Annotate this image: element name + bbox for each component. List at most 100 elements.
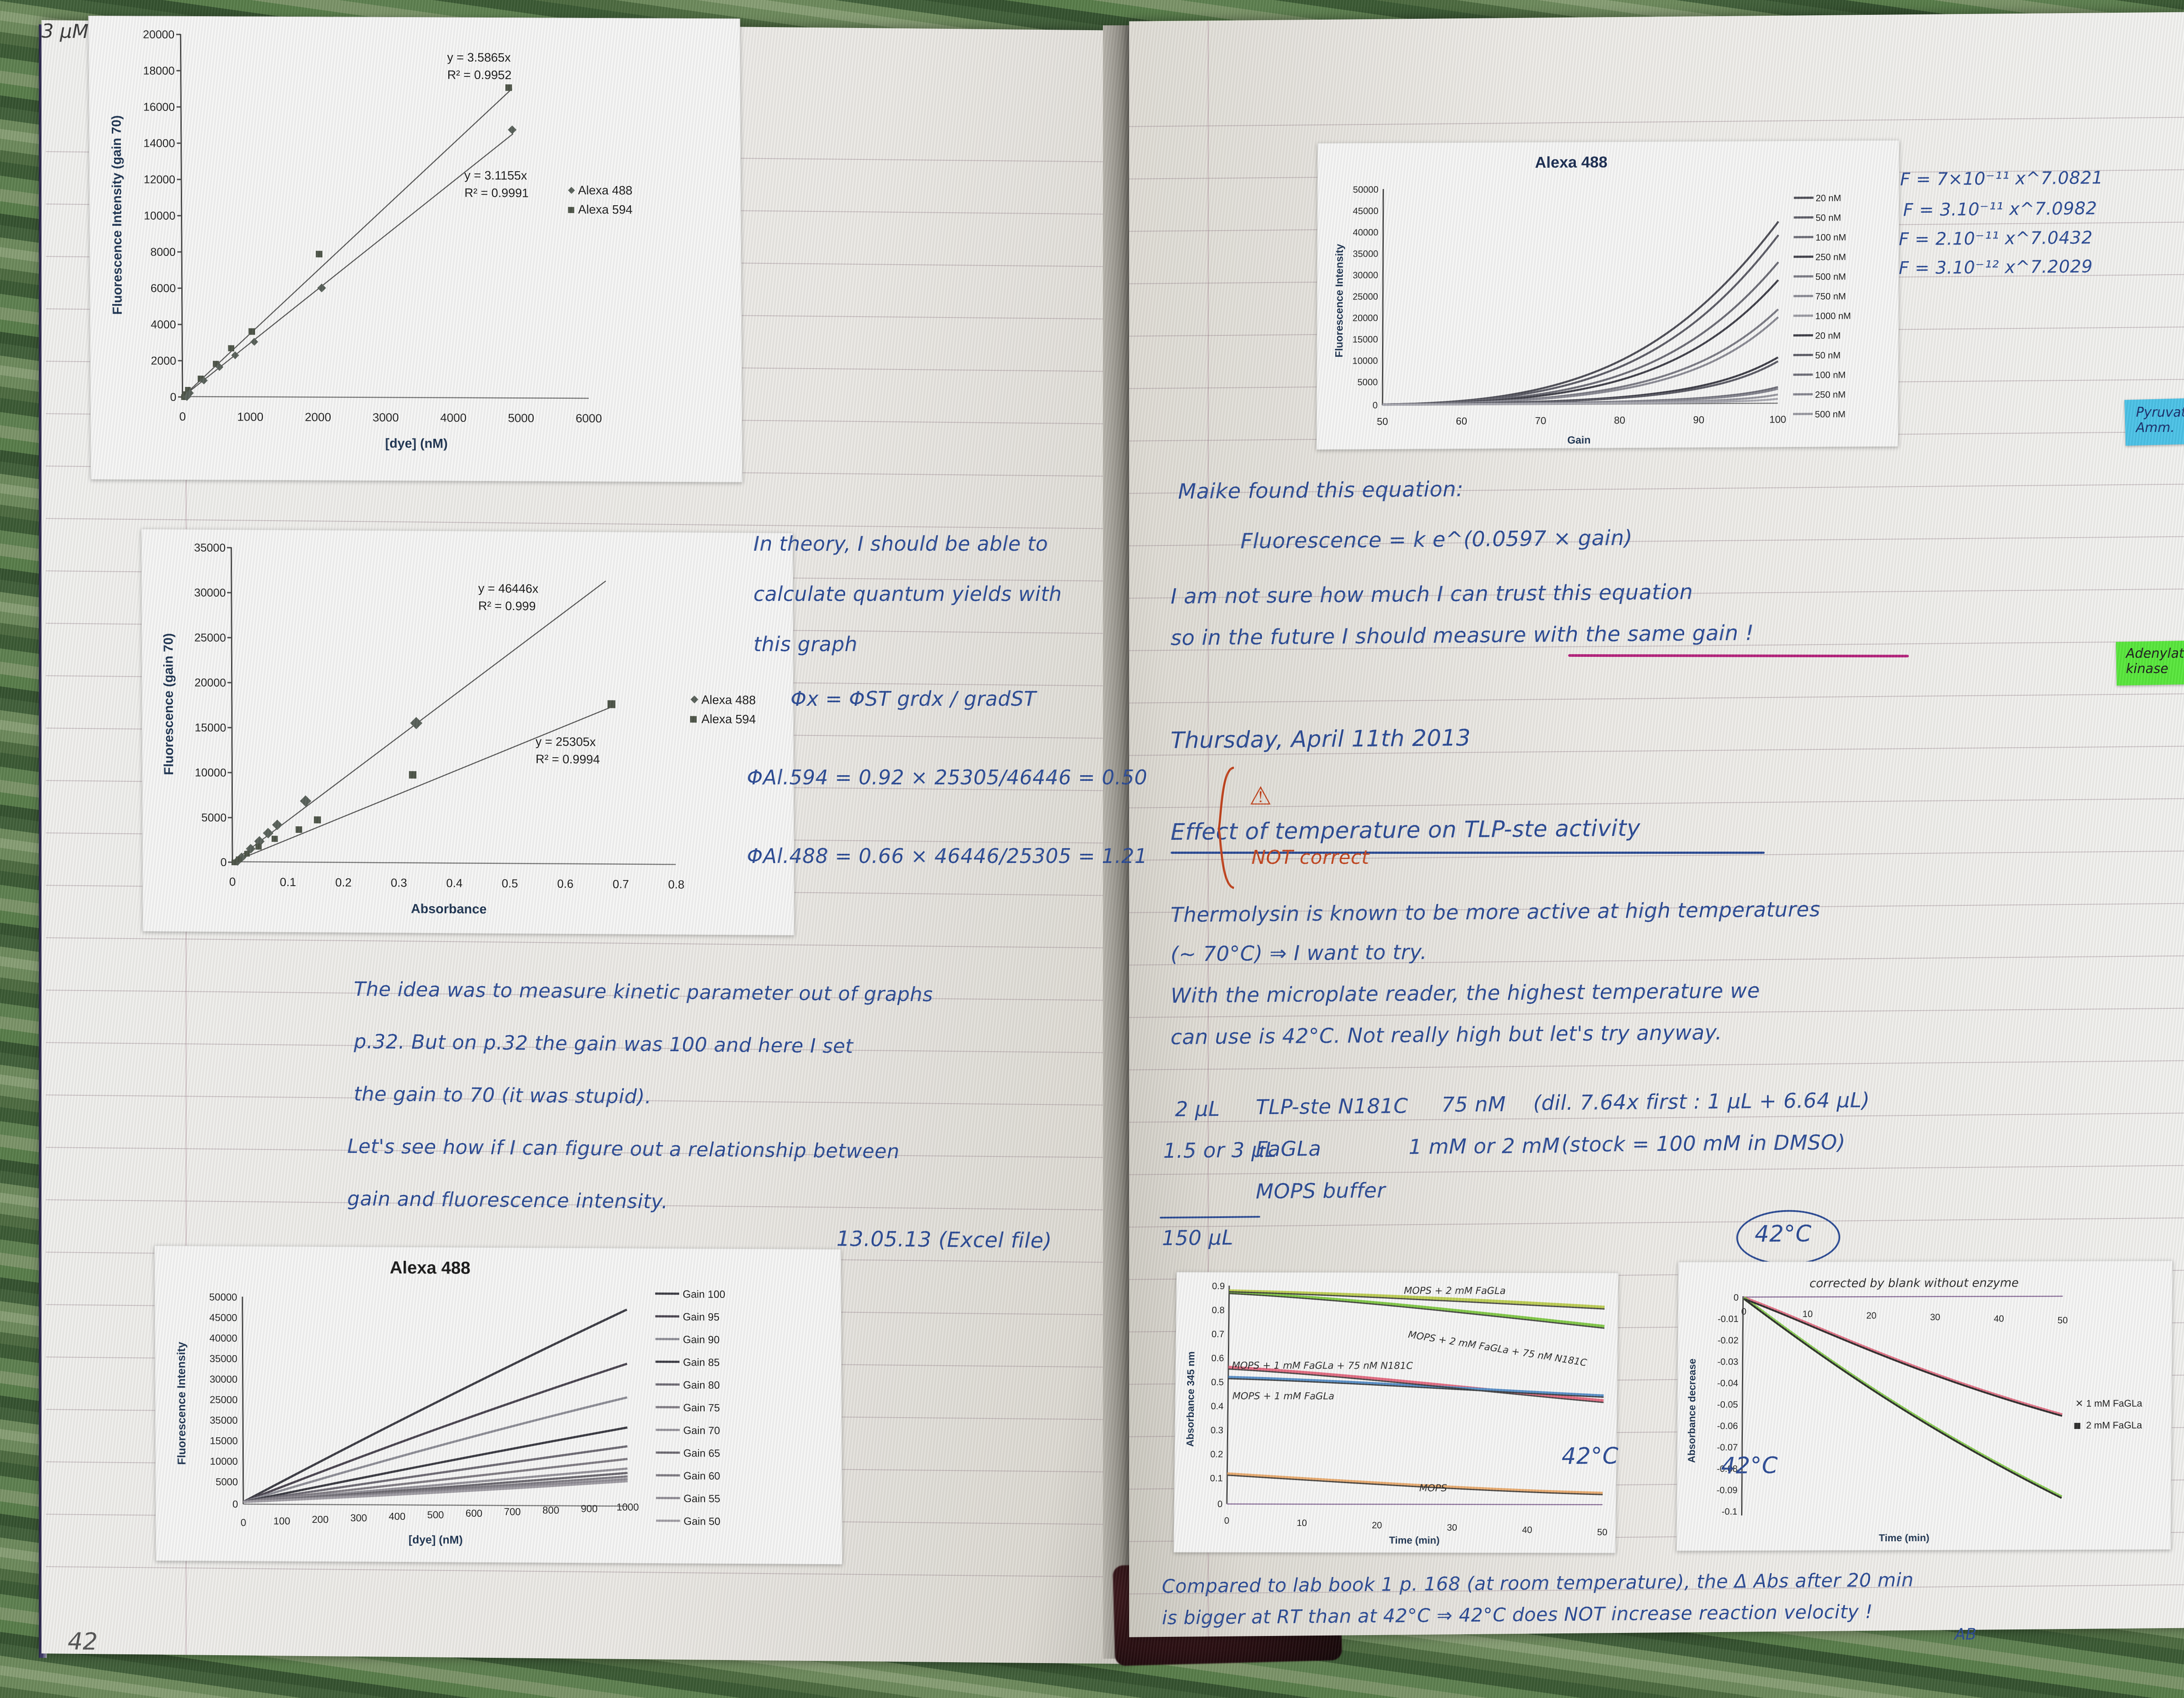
svg-text:y = 3.1155x: y = 3.1155x — [464, 169, 527, 183]
svg-text:Alexa 488: Alexa 488 — [1535, 153, 1607, 171]
svg-text:250 nM: 250 nM — [1815, 390, 1845, 400]
svg-text:1000 nM: 1000 nM — [1815, 311, 1851, 321]
svg-text:Fluorescence Intensity (gain 7: Fluorescence Intensity (gain 70) — [109, 115, 124, 315]
fig5-temperature-badge: 42°C — [1562, 1443, 1619, 1470]
svg-text:30: 30 — [1930, 1312, 1940, 1322]
protocol-conc-2: 1 mM or 2 mM — [1409, 1134, 1560, 1160]
figure-absorbance-345nm: 0.9 0.8 0.7 0.6 0.5 0.4 0.3 0.2 0.1 0 0 10 20 3… — [1173, 1272, 1619, 1553]
svg-text:0.8: 0.8 — [668, 878, 684, 891]
svg-text:100: 100 — [273, 1515, 290, 1526]
svg-text:Fluorescence Intensity: Fluorescence Intensity — [1334, 244, 1346, 358]
svg-text:400: 400 — [389, 1511, 405, 1522]
svg-text:15000: 15000 — [195, 721, 226, 734]
svg-text:MOPS: MOPS — [1419, 1483, 1447, 1494]
svg-text:0: 0 — [1224, 1516, 1229, 1526]
svg-text:Alexa 594: Alexa 594 — [578, 203, 632, 217]
svg-text:250 nM: 250 nM — [1815, 252, 1846, 262]
svg-text:Absorbance: Absorbance — [411, 902, 487, 917]
sticky-tab-adenylate-kinase-label: Adenylate kinase — [2126, 646, 2184, 676]
fig6-temperature-badge: 42°C — [1721, 1452, 1778, 1479]
svg-text:100: 100 — [1769, 414, 1786, 425]
svg-text:0.1: 0.1 — [280, 876, 296, 889]
trust-line-2: so in the future I should measure with t… — [1171, 621, 1754, 650]
svg-text:0: 0 — [1372, 400, 1378, 411]
svg-text:3000: 3000 — [373, 411, 399, 424]
svg-text:100 nM: 100 nM — [1815, 370, 1845, 380]
svg-text:0.5: 0.5 — [501, 877, 518, 890]
svg-text:60: 60 — [1456, 415, 1467, 427]
svg-text:0: 0 — [179, 410, 186, 423]
svg-text:✕: ✕ — [2075, 1398, 2084, 1409]
svg-text:0.7: 0.7 — [1212, 1329, 1224, 1339]
svg-text:50 nM: 50 nM — [1815, 350, 1840, 360]
entry-date: Thursday, April 11th 2013 — [1171, 725, 1471, 754]
equation-intro-text: Maike found this equation: — [1178, 477, 1464, 504]
svg-text:0.3: 0.3 — [390, 876, 407, 889]
svg-text:40: 40 — [1522, 1525, 1532, 1535]
notebook-page-right: Alexa 488 50000 45000 40000 35000 30000 250… — [1129, 12, 2184, 1643]
svg-text:Alexa 488: Alexa 488 — [390, 1258, 470, 1278]
svg-text:10000: 10000 — [195, 766, 226, 779]
svg-text:0.4: 0.4 — [1211, 1401, 1224, 1412]
svg-text:-0.06: -0.06 — [1717, 1421, 1738, 1431]
svg-text:0: 0 — [229, 875, 236, 888]
svg-text:0.5: 0.5 — [1211, 1377, 1223, 1387]
svg-text:25000: 25000 — [210, 1394, 238, 1405]
svg-text:45000: 45000 — [209, 1312, 237, 1323]
gain-equation-2: F = 3.10⁻¹¹ x^7.0982 — [1903, 198, 2098, 221]
svg-text:Gain 80: Gain 80 — [683, 1379, 720, 1391]
notebook-page-left: measured with microplate reader 42 20000… — [41, 15, 1129, 1664]
svg-text:30000: 30000 — [210, 1374, 238, 1385]
svg-text:Absorbance decrease: Absorbance decrease — [1686, 1359, 1697, 1463]
svg-text:Gain: Gain — [1567, 434, 1590, 446]
conclusion-initials: AB — [1955, 1625, 1977, 1644]
chart-fig6: 0-0.01 -0.02-0.03 -0.04-0.05 -0.06-0.07 … — [1686, 1276, 2143, 1543]
page-number: 42 — [68, 1627, 98, 1656]
svg-text:40000: 40000 — [1353, 228, 1378, 238]
svg-text:1000: 1000 — [237, 410, 263, 423]
svg-text:20 nM: 20 nM — [1816, 193, 1841, 203]
svg-text:0.9: 0.9 — [1212, 1281, 1225, 1291]
protocol-volume-1: 2 µL — [1175, 1097, 1220, 1122]
svg-text:5000: 5000 — [216, 1476, 238, 1487]
svg-text:8000: 8000 — [150, 245, 176, 259]
svg-text:5000: 5000 — [508, 411, 534, 424]
svg-text:50: 50 — [1597, 1527, 1607, 1537]
svg-text:6000: 6000 — [151, 282, 176, 295]
svg-text:10000: 10000 — [144, 209, 175, 222]
svg-text:0.1: 0.1 — [1210, 1474, 1223, 1484]
svg-text:-0.05: -0.05 — [1717, 1400, 1738, 1410]
svg-text:20000: 20000 — [143, 28, 174, 41]
svg-text:40: 40 — [1994, 1314, 2004, 1324]
svg-text:900: 900 — [581, 1503, 598, 1514]
svg-text:0.2: 0.2 — [335, 876, 352, 889]
body-line-3: With the microplate reader, the highest … — [1171, 979, 1760, 1008]
svg-text:16000: 16000 — [143, 100, 175, 114]
svg-text:15000: 15000 — [1352, 335, 1378, 345]
svg-text:-0.04: -0.04 — [1717, 1378, 1738, 1388]
svg-text:1000: 1000 — [616, 1501, 639, 1513]
svg-text:20000: 20000 — [1352, 313, 1378, 323]
svg-text:Gain 95: Gain 95 — [683, 1311, 719, 1323]
svg-text:Gain 100: Gain 100 — [683, 1288, 726, 1301]
gain-equation-1: F = 7×10⁻¹¹ x^7.0821 — [1900, 168, 2103, 190]
svg-text:Fluorescence Intensity: Fluorescence Intensity — [174, 1342, 188, 1465]
svg-text:10: 10 — [1297, 1518, 1307, 1528]
svg-text:0: 0 — [1734, 1293, 1739, 1303]
svg-text:[dye] (nM): [dye] (nM) — [408, 1533, 463, 1546]
svg-text:Gain 50: Gain 50 — [684, 1515, 720, 1527]
svg-text:90: 90 — [1693, 414, 1704, 425]
gain-equation-4: F = 3.10⁻¹² x^7.2029 — [1899, 256, 2093, 279]
svg-text:R² = 0.9952: R² = 0.9952 — [447, 68, 511, 82]
svg-text:y = 3.5865x: y = 3.5865x — [447, 51, 511, 65]
qy-line-1: In theory, I should be able to — [753, 532, 1048, 556]
protocol-reagent-3: MOPS buffer — [1256, 1178, 1386, 1204]
svg-text:20: 20 — [1372, 1520, 1382, 1530]
svg-text:-0.08: -0.08 — [1717, 1464, 1738, 1474]
svg-text:25000: 25000 — [1353, 292, 1378, 302]
svg-text:y = 25305x: y = 25305x — [536, 735, 596, 749]
svg-text:Time (min): Time (min) — [1879, 1532, 1929, 1543]
body-line-4: can use is 42°C. Not really high but let… — [1171, 1020, 1722, 1049]
svg-text:-0.02: -0.02 — [1717, 1336, 1738, 1346]
